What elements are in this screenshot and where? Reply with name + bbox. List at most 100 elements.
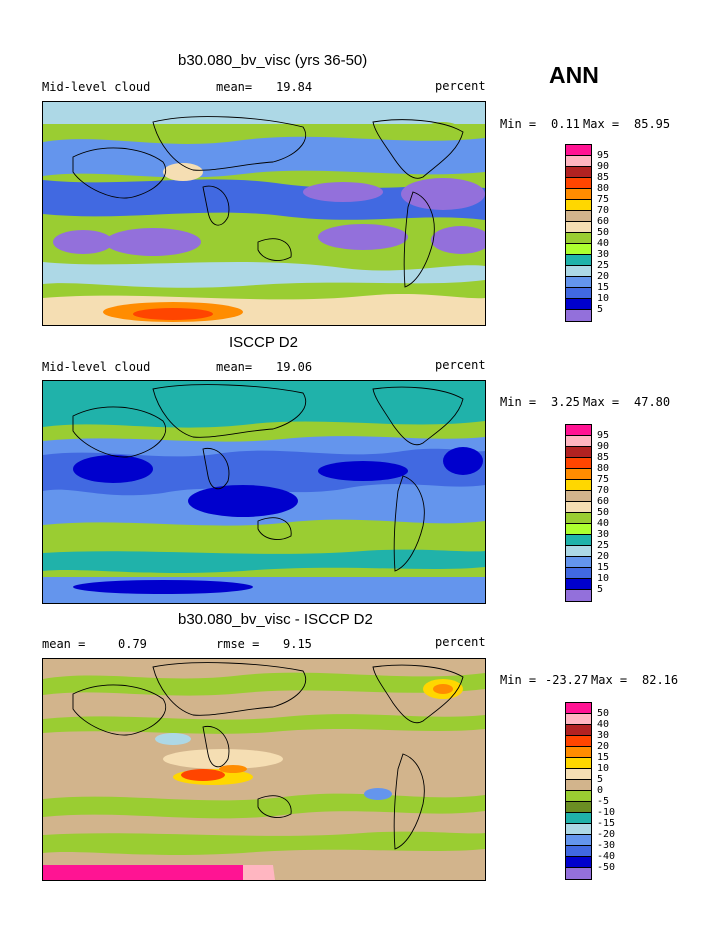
colorbar-swatch xyxy=(566,491,591,502)
colorbar-tick-label: 15 xyxy=(597,562,610,573)
panel2-min-value: 3.25 xyxy=(551,395,580,409)
panel3-mean-label: mean = xyxy=(42,637,86,651)
colorbar-tick-label: 85 xyxy=(597,172,610,183)
panel1-map-field xyxy=(43,102,485,325)
colorbar-swatch xyxy=(566,502,591,513)
colorbar-tick-label: 5 xyxy=(597,774,604,785)
panel3-min-label: Min = xyxy=(500,673,537,687)
panel2-units: percent xyxy=(435,358,486,372)
colorbar-swatch xyxy=(566,178,591,189)
panel1-map xyxy=(42,101,486,326)
panel3-rmse-value: 9.15 xyxy=(283,637,312,651)
colorbar-swatch xyxy=(566,835,591,846)
panel1-max-value: 85.95 xyxy=(634,117,671,131)
colorbar-tick-label: 40 xyxy=(597,238,610,249)
colorbar-swatch xyxy=(566,813,591,824)
colorbar-swatch xyxy=(566,425,591,436)
panel1-variable-label: Mid-level cloud xyxy=(42,80,151,94)
colorbar-swatch xyxy=(566,480,591,491)
colorbar-swatch xyxy=(566,579,591,590)
colorbar-tick-label: -10 xyxy=(597,807,616,818)
colorbar-tick-label: 95 xyxy=(597,430,610,441)
panel2-max-label: Max = xyxy=(583,395,620,409)
panel2-title: ISCCP D2 xyxy=(229,334,298,351)
colorbar-swatch xyxy=(566,233,591,244)
colorbar-swatch xyxy=(566,857,591,868)
colorbar-tick-label: 85 xyxy=(597,452,610,463)
colorbar-tick-label: -30 xyxy=(597,840,616,851)
colorbar-tick-label: -50 xyxy=(597,862,616,873)
colorbar-swatch xyxy=(566,758,591,769)
colorbar-swatch xyxy=(566,824,591,835)
colorbar-tick-label: 15 xyxy=(597,752,610,763)
colorbar-swatch xyxy=(566,535,591,546)
panel2-mean-label: mean= xyxy=(216,360,253,374)
colorbar-swatch xyxy=(566,703,591,714)
colorbar-tick-label: 15 xyxy=(597,282,610,293)
colorbar-tick-label: 40 xyxy=(597,518,610,529)
panel3-rmse-label: rmse = xyxy=(216,637,260,651)
colorbar-swatch xyxy=(566,244,591,255)
colorbar-tick-label: 60 xyxy=(597,496,610,507)
colorbar-tick-label: 25 xyxy=(597,540,610,551)
colorbar-tick-label: 20 xyxy=(597,741,610,752)
colorbar-tick-label: 5 xyxy=(597,304,604,315)
colorbar-swatch xyxy=(566,299,591,310)
colorbar-tick-label: 70 xyxy=(597,485,610,496)
colorbar-swatch xyxy=(566,868,591,879)
panel1-max-label: Max = xyxy=(583,117,620,131)
colorbar-swatch xyxy=(566,266,591,277)
colorbar-tick-label: 20 xyxy=(597,271,610,282)
colorbar-tick-label: 90 xyxy=(597,161,610,172)
colorbar-tick-label: 10 xyxy=(597,293,610,304)
colorbar-tick-label: 25 xyxy=(597,260,610,271)
panel3-units: percent xyxy=(435,635,486,649)
colorbar-swatch xyxy=(566,747,591,758)
colorbar-tick-label: 30 xyxy=(597,249,610,260)
panel1-units: percent xyxy=(435,79,486,93)
colorbar-tick-label: 30 xyxy=(597,730,610,741)
panel3-max-label: Max = xyxy=(591,673,628,687)
colorbar-tick-label: 50 xyxy=(597,708,610,719)
panel1-colorbar-labels: 95 90 85 80 75 70 60 50 40 30 25 20 15 10 5 xyxy=(597,150,609,315)
colorbar-tick-label: 10 xyxy=(597,763,610,774)
colorbar-swatch xyxy=(566,714,591,725)
colorbar-swatch xyxy=(566,568,591,579)
colorbar-swatch xyxy=(566,513,591,524)
colorbar-swatch xyxy=(566,447,591,458)
panel2-colorbar xyxy=(565,424,592,602)
colorbar-swatch xyxy=(566,145,591,156)
colorbar-swatch xyxy=(566,288,591,299)
panel3-colorbar-labels: 50 40 30 20 15 10 5 0 -5 -10 -15 -20 -30 -40 -50 xyxy=(597,708,615,873)
colorbar-tick-label: 50 xyxy=(597,227,610,238)
panel3-mean-value: 0.79 xyxy=(118,637,147,651)
panel1-min-value: 0.11 xyxy=(551,117,580,131)
colorbar-tick-label: -20 xyxy=(597,829,616,840)
colorbar-swatch xyxy=(566,524,591,535)
colorbar-tick-label: 0 xyxy=(597,785,604,796)
colorbar-tick-label: 10 xyxy=(597,573,610,584)
colorbar-tick-label: 5 xyxy=(597,584,604,595)
panel1-title: b30.080_bv_visc (yrs 36-50) xyxy=(178,52,368,69)
colorbar-tick-label: 80 xyxy=(597,183,610,194)
colorbar-tick-label: -15 xyxy=(597,818,616,829)
colorbar-tick-label: -40 xyxy=(597,851,616,862)
colorbar-swatch xyxy=(566,802,591,813)
colorbar-swatch xyxy=(566,156,591,167)
panel1-colorbar xyxy=(565,144,592,322)
colorbar-tick-label: -5 xyxy=(597,796,610,807)
panel1-mean-label: mean= xyxy=(216,80,253,94)
colorbar-swatch xyxy=(566,546,591,557)
colorbar-swatch xyxy=(566,189,591,200)
colorbar-swatch xyxy=(566,769,591,780)
colorbar-tick-label: 70 xyxy=(597,205,610,216)
colorbar-swatch xyxy=(566,736,591,747)
panel2-mean-value: 19.06 xyxy=(276,360,313,374)
panel1-mean-value: 19.84 xyxy=(276,80,313,94)
colorbar-tick-label: 95 xyxy=(597,150,610,161)
colorbar-swatch xyxy=(566,846,591,857)
colorbar-swatch xyxy=(566,590,591,601)
colorbar-swatch xyxy=(566,791,591,802)
colorbar-tick-label: 90 xyxy=(597,441,610,452)
colorbar-swatch xyxy=(566,310,591,321)
